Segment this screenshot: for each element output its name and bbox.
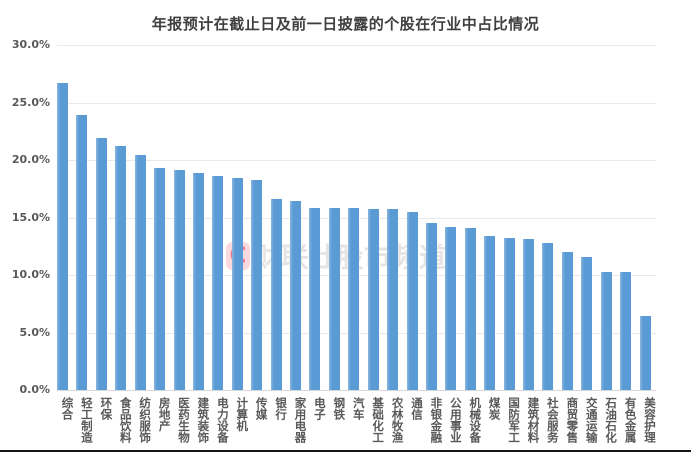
x-axis-category-label: 房地产 bbox=[157, 397, 172, 432]
x-axis-category-label: 电力设备 bbox=[215, 397, 230, 443]
x-axis-category-label: 社会服务 bbox=[545, 397, 560, 443]
bar-建筑装饰 bbox=[192, 172, 204, 390]
y-axis-tick-label: 30.0% bbox=[11, 38, 50, 51]
bar-房地产 bbox=[154, 168, 166, 390]
y-axis-tick-label: 15.0% bbox=[11, 210, 50, 224]
chart-title: 年报预计在截止日及前一日披露的个股在行业中占比情况 bbox=[151, 15, 540, 33]
y-axis-tick-label: 5.0% bbox=[19, 325, 50, 339]
bar-环保 bbox=[95, 138, 107, 390]
bar-食品饮料 bbox=[115, 146, 127, 390]
bar-有色金属 bbox=[620, 271, 632, 390]
x-axis-category-label: 通信 bbox=[410, 397, 424, 420]
bar-非银金融 bbox=[425, 223, 437, 390]
bar-综合 bbox=[57, 82, 68, 390]
bar-美容护理 bbox=[639, 316, 651, 390]
bar-电力设备 bbox=[212, 176, 224, 390]
bar-钢铁 bbox=[328, 208, 340, 390]
x-axis-category-label: 银行 bbox=[274, 397, 289, 420]
y-axis-tick-label: 10.0% bbox=[11, 268, 50, 281]
x-axis-category-label: 商贸零售 bbox=[565, 397, 580, 443]
bar-公用事业 bbox=[445, 226, 457, 390]
x-axis-category-label: 煤炭 bbox=[487, 397, 502, 420]
x-axis-category-label: 电子 bbox=[312, 397, 327, 420]
bar-汽车 bbox=[348, 208, 360, 390]
bar-机械设备 bbox=[464, 227, 476, 390]
x-axis-category-label: 汽车 bbox=[351, 397, 366, 420]
bar-医药生物 bbox=[173, 170, 185, 390]
x-axis-category-label: 建筑装饰 bbox=[196, 397, 211, 443]
bar-建筑材料 bbox=[523, 239, 534, 390]
gridline bbox=[57, 160, 656, 161]
x-axis-category-label: 公用事业 bbox=[448, 397, 463, 443]
bar-交通运输 bbox=[581, 256, 593, 390]
x-axis-category-label: 综合 bbox=[60, 397, 75, 420]
x-axis-category-label: 建筑材料 bbox=[526, 397, 541, 443]
x-axis-category-label: 国防军工 bbox=[507, 397, 522, 443]
y-axis-tick-label: 20.0% bbox=[11, 153, 50, 166]
x-axis-category-label: 非银金融 bbox=[429, 397, 444, 443]
x-axis-category-label: 传媒 bbox=[254, 397, 269, 420]
bar-纺织服饰 bbox=[134, 155, 146, 390]
bar-石油石化 bbox=[600, 271, 612, 390]
bar-计算机 bbox=[231, 178, 243, 390]
gridline bbox=[57, 45, 656, 46]
gridline bbox=[57, 390, 656, 391]
x-axis-category-label: 农林牧渔 bbox=[390, 397, 405, 443]
x-axis-category-label: 纺织服饰 bbox=[138, 397, 153, 443]
bar-电子 bbox=[309, 208, 321, 390]
x-axis-category-label: 家用电器 bbox=[293, 397, 308, 443]
x-axis-category-label: 美容护理 bbox=[643, 397, 657, 443]
x-axis-category-label: 石油石化 bbox=[604, 397, 619, 443]
bar-社会服务 bbox=[542, 242, 554, 390]
x-axis-category-label: 机械设备 bbox=[468, 397, 483, 443]
bar-家用电器 bbox=[290, 201, 301, 390]
bar-煤炭 bbox=[484, 235, 496, 390]
bar-国防军工 bbox=[503, 238, 515, 390]
x-axis-category-label: 钢铁 bbox=[332, 397, 347, 420]
x-axis-category-label: 交通运输 bbox=[584, 397, 599, 443]
bar-通信 bbox=[406, 211, 418, 390]
bar-基础化工 bbox=[367, 209, 379, 390]
x-axis-category-label: 食品饮料 bbox=[118, 397, 133, 443]
bar-银行 bbox=[270, 199, 282, 390]
bar-商贸零售 bbox=[561, 252, 573, 390]
bottom-border-line bbox=[0, 450, 691, 452]
x-axis-category-label: 有色金属 bbox=[623, 397, 638, 443]
y-axis-tick-label: 0.0% bbox=[19, 383, 50, 396]
y-axis-tick-label: 25.0% bbox=[11, 95, 50, 109]
x-axis-category-label: 计算机 bbox=[235, 397, 250, 432]
bar-轻工制造 bbox=[76, 115, 88, 390]
x-axis-category-label: 轻工制造 bbox=[79, 397, 94, 443]
x-axis-category-label: 环保 bbox=[99, 397, 114, 420]
gridline bbox=[57, 102, 656, 104]
bar-传媒 bbox=[251, 179, 263, 390]
x-axis-category-label: 基础化工 bbox=[371, 397, 386, 443]
bar-农林牧渔 bbox=[387, 209, 399, 390]
x-axis-category-label: 医药生物 bbox=[177, 397, 191, 443]
